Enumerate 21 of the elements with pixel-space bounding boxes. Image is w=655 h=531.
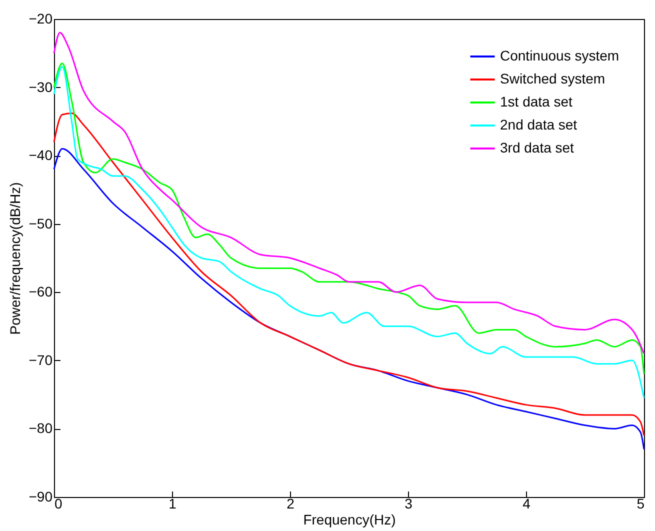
x-tick-label: 2 (286, 496, 295, 512)
legend-label: Switched system (500, 70, 606, 86)
legend-label: Continuous system (500, 48, 620, 64)
x-tick-label: 0 (54, 496, 62, 512)
x-tick-label: 4 (522, 496, 531, 512)
y-tick-label: −40 (28, 147, 53, 164)
legend-label: 2nd data set (500, 116, 578, 132)
y-axis-title: Power/frequency(dB/Hz) (6, 182, 23, 335)
legend-label: 3rd data set (500, 140, 574, 156)
y-tick-label: −80 (28, 420, 53, 436)
legend-label: 1st data set (500, 94, 572, 110)
x-tick-label: 1 (168, 496, 177, 512)
y-tick-label: −30 (28, 78, 53, 95)
y-tick-label: −90 (28, 488, 53, 504)
y-tick-label: −20 (28, 10, 53, 26)
y-tick-label: −50 (28, 215, 53, 232)
y-tick-label: −60 (28, 284, 53, 300)
x-tick-label: 5 (636, 496, 645, 512)
x-axis-title: Frequency(Hz) (303, 512, 396, 528)
x-tick-label: 3 (404, 496, 413, 512)
y-tick-label: −70 (28, 352, 53, 368)
